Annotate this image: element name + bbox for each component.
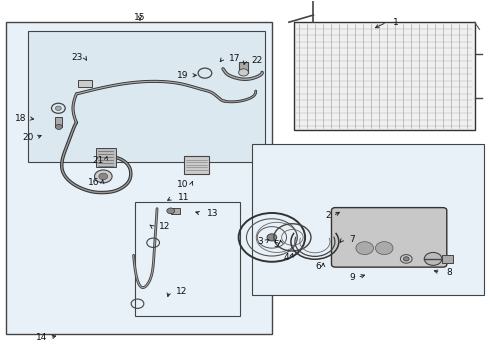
Bar (27, 31, 265, 162)
Text: 8: 8 (447, 268, 453, 277)
Bar (239, 62, 248, 73)
Circle shape (55, 125, 62, 130)
Bar (96, 148, 117, 167)
Circle shape (375, 242, 393, 255)
Text: 13: 13 (207, 209, 219, 218)
Circle shape (55, 106, 61, 111)
Text: 18: 18 (15, 114, 26, 123)
FancyBboxPatch shape (331, 208, 447, 267)
Circle shape (239, 69, 248, 76)
Text: 11: 11 (178, 193, 190, 202)
Text: 9: 9 (349, 273, 355, 282)
Circle shape (95, 170, 112, 183)
Bar (171, 208, 179, 214)
Circle shape (167, 208, 174, 214)
Circle shape (403, 257, 409, 261)
Text: 6: 6 (315, 262, 321, 271)
Text: 20: 20 (22, 133, 33, 142)
Bar (442, 255, 453, 263)
Text: 12: 12 (175, 287, 187, 296)
Text: 2: 2 (325, 211, 331, 220)
Text: 14: 14 (36, 333, 47, 342)
Text: 5: 5 (273, 240, 279, 249)
Text: 22: 22 (251, 57, 263, 66)
Circle shape (99, 173, 108, 180)
Circle shape (356, 242, 373, 255)
Text: 10: 10 (177, 180, 189, 189)
Text: 16: 16 (88, 178, 100, 187)
Text: 19: 19 (177, 71, 189, 80)
Bar (294, 22, 475, 130)
Text: 3: 3 (257, 237, 263, 246)
Bar (184, 156, 209, 174)
Bar (5, 22, 272, 334)
Bar (252, 144, 485, 295)
Circle shape (424, 252, 442, 265)
Text: 15: 15 (134, 13, 146, 22)
Circle shape (267, 234, 277, 241)
Text: 23: 23 (71, 53, 82, 62)
Text: 7: 7 (349, 235, 355, 244)
Text: 1: 1 (393, 18, 399, 27)
Bar (55, 117, 62, 127)
Circle shape (400, 255, 412, 263)
Bar (135, 202, 240, 316)
Text: 4: 4 (283, 253, 289, 262)
Text: 12: 12 (159, 222, 170, 231)
Text: 21: 21 (92, 156, 103, 165)
Bar (78, 80, 92, 87)
Text: 17: 17 (229, 54, 241, 63)
